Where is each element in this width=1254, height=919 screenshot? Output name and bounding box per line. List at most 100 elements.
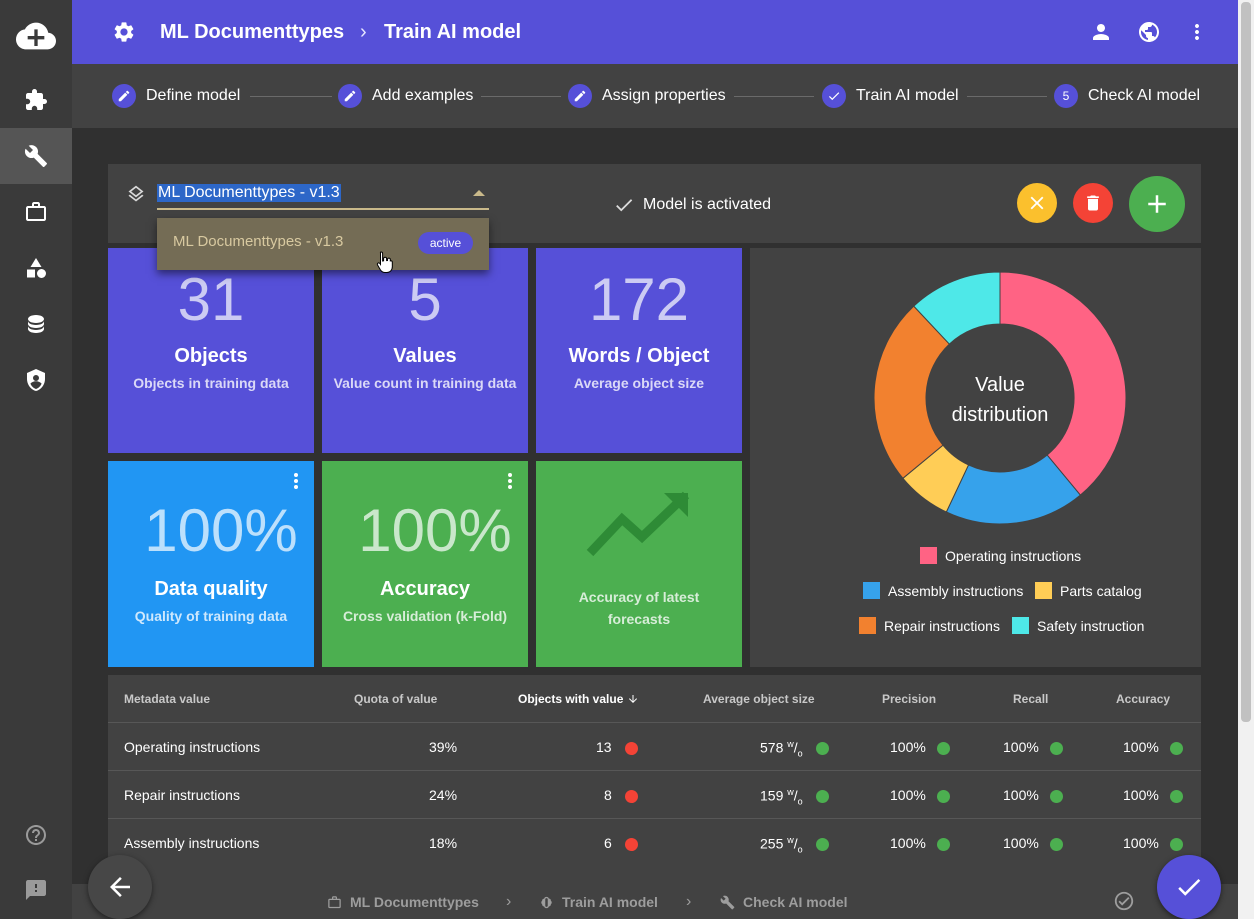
tile-latest-forecasts: Accuracy of latest forecasts [536,461,742,667]
gear-icon[interactable] [112,20,136,44]
deactivate-button[interactable] [1017,183,1057,223]
back-button[interactable] [88,855,152,919]
tile-words-per-object: 172 Words / Object Average object size [536,248,742,453]
app-bar: ML Documenttypes › Train AI model [72,0,1238,64]
cell-size: 578 w/o [760,739,803,759]
hand-cursor-icon [376,251,393,273]
cell-accuracy: 100% [1123,739,1159,755]
more-vert-icon[interactable] [288,471,304,491]
legend-item[interactable]: Assembly instructions [863,582,1023,599]
model-select[interactable]: ML Documenttypes - v1.3 [157,180,489,210]
finish-button[interactable] [1157,855,1221,919]
trending-up-icon [586,491,690,557]
step-connector [481,96,561,97]
legend-item[interactable]: Repair instructions [859,617,1000,634]
cell-accuracy: 100% [1123,787,1159,803]
donut-slice-repair-instructions[interactable] [873,305,951,480]
caret-up-icon [473,190,485,196]
arrow-down-icon [628,695,637,703]
tile-subtitle: Quality of training data [134,608,288,624]
column-header[interactable]: Precision [882,692,937,706]
cell-recall: 100% [1003,739,1039,755]
cloud-plus-icon[interactable] [0,8,72,64]
tile-value: 100% [358,497,512,564]
trash-icon [1087,195,1099,211]
shield-icon[interactable] [0,352,72,408]
breadcrumb-separator: › [686,893,692,910]
briefcase-icon[interactable] [0,184,72,240]
model-option[interactable]: ML Documenttypes - v1.3 [173,233,344,250]
step-label: Check AI model [1088,87,1201,104]
scrollbar[interactable] [1238,0,1254,919]
legend-swatch [920,547,937,564]
tile-data-quality: 100% Data quality Quality of training da… [108,461,314,667]
table-row[interactable]: Repair instructions 24% 8 159 w/o 100% 1… [108,770,1201,818]
delete-button[interactable] [1073,183,1113,223]
legend-label: Operating instructions [945,547,1082,564]
active-badge: active [418,232,473,254]
tile-subtitle: Average object size [573,375,705,391]
status-dot-bad [625,838,638,851]
database-icon[interactable] [0,296,72,352]
step-number: 5 [1054,84,1078,108]
column-header[interactable]: Accuracy [1116,692,1171,706]
layers-icon [126,184,146,204]
tile-subtitle: Accuracy of latest forecasts [578,589,700,627]
step-train-ai-model[interactable]: Train AI model [822,84,959,108]
cell-name: Operating instructions [124,739,261,755]
cell-size: 159 w/o [760,787,803,807]
feedback-icon[interactable] [0,862,72,918]
step-label: Define model [146,87,241,104]
column-header[interactable]: Metadata value [124,692,211,706]
column-header[interactable]: Recall [1013,692,1049,706]
step-connector [967,96,1047,97]
column-header-sorted[interactable]: Objects with value [518,692,639,706]
puzzle-icon[interactable] [0,72,72,128]
status-dot-bad [625,790,638,803]
legend-swatch [1035,582,1052,599]
status-dot-good [1170,742,1183,755]
globe-icon[interactable] [1137,20,1161,44]
breadcrumb-item[interactable]: ML Documenttypes [327,894,479,910]
wrench-icon [720,895,735,909]
wrench-icon[interactable] [0,128,72,184]
legend-item[interactable]: Parts catalog [1035,582,1142,599]
header-section-link[interactable]: ML Documenttypes [160,21,345,43]
table-row[interactable]: Assembly instructions 18% 6 255 w/o 100%… [108,818,1201,866]
check-circle-icon[interactable] [1113,890,1135,912]
status-dot-good [1170,838,1183,851]
help-icon[interactable] [0,807,72,863]
cell-quota: 18% [429,835,458,851]
scrollbar-thumb[interactable] [1241,2,1251,722]
more-vert-icon[interactable] [502,471,518,491]
step-check-ai-model[interactable]: 5 Check AI model [1054,84,1200,108]
column-header[interactable]: Quota of value [354,692,438,706]
cell-objects: 13 [596,739,612,755]
shapes-icon[interactable] [0,240,72,296]
pencil-icon [568,84,592,108]
breadcrumb-item[interactable]: Train AI model [539,894,658,910]
donut-slice-operating-instructions[interactable] [999,271,1127,496]
legend-item[interactable]: Safety instruction [1012,617,1144,634]
step-add-examples[interactable]: Add examples [338,84,473,108]
metadata-table: Metadata value Quota of value Objects wi… [108,675,1201,919]
step-label: Add examples [372,87,474,104]
legend-item[interactable]: Operating instructions [920,547,1081,564]
tile-accuracy: 100% Accuracy Cross validation (k-Fold) [322,461,528,667]
more-vert-icon[interactable] [1185,20,1209,44]
column-header[interactable]: Average object size [703,692,815,706]
table-row[interactable]: Operating instructions 39% 13 578 w/o 10… [108,722,1201,770]
add-model-button[interactable] [1129,176,1185,232]
model-status-text: Model is activated [643,196,772,213]
cell-recall: 100% [1003,787,1039,803]
donut-slice-safety-instruction[interactable] [913,271,1001,345]
pencil-icon [338,84,362,108]
person-icon[interactable] [1089,20,1113,44]
model-dropdown[interactable]: ML Documenttypes - v1.3 active [157,218,489,270]
step-connector [734,96,814,97]
step-define-model[interactable]: Define model [112,84,240,108]
step-assign-properties[interactable]: Assign properties [568,84,726,108]
page-title: Train AI model [384,21,522,43]
stepper: Define model Add examples Assign propert… [72,64,1238,128]
breadcrumb-item[interactable]: Check AI model [720,894,848,910]
